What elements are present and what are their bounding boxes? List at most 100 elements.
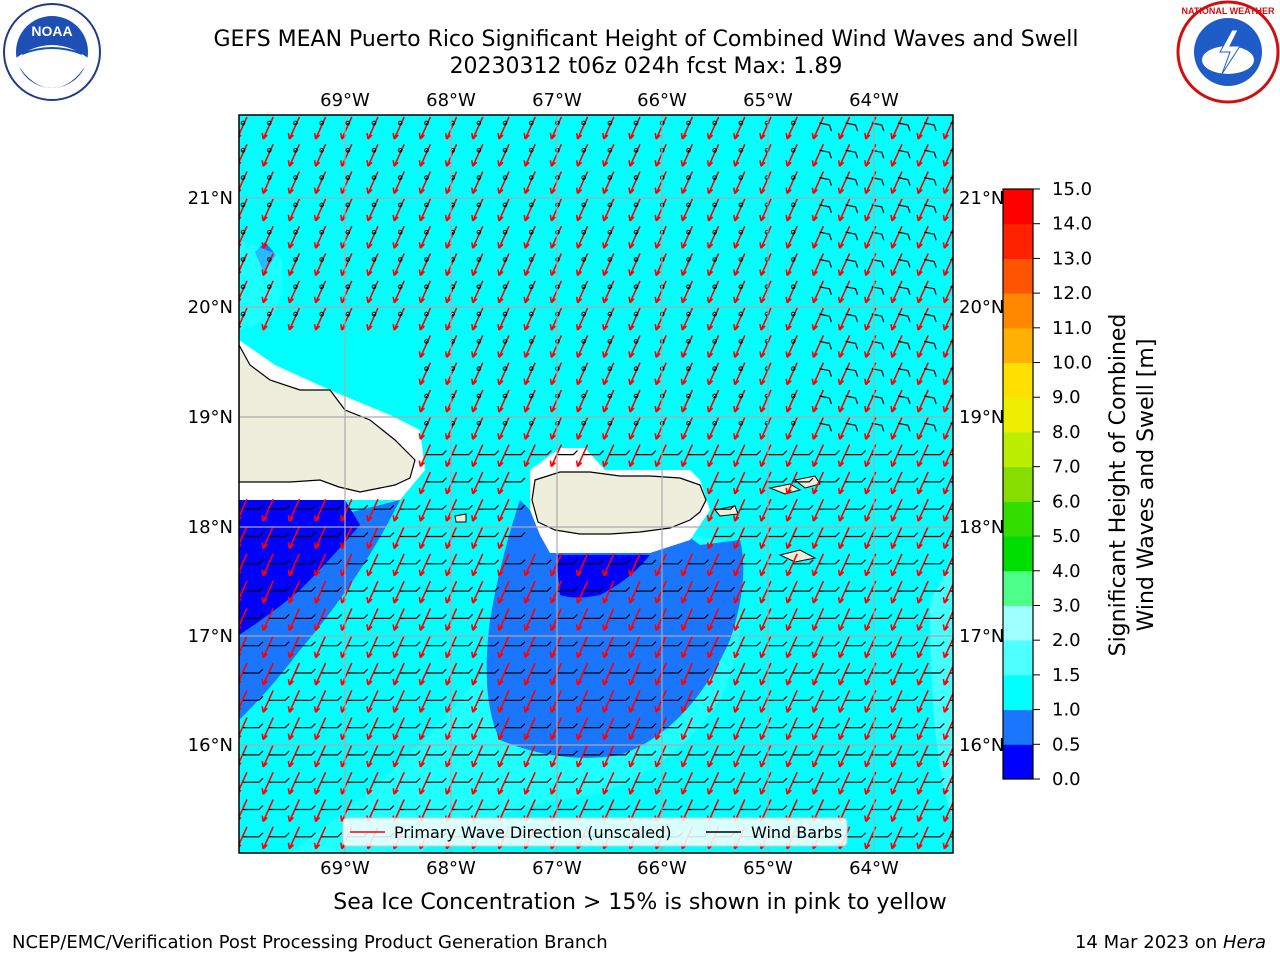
- wave-direction-arrow: [261, 553, 274, 577]
- wind-barb: [295, 504, 316, 510]
- wave-direction-arrow: [239, 580, 248, 603]
- wind-barb: [243, 668, 264, 674]
- wind-barb: [819, 641, 840, 647]
- wind-barb: [871, 777, 893, 783]
- wave-direction-arrow: [239, 498, 248, 521]
- wind-barb: [505, 586, 526, 592]
- calm-wind-circle: [528, 148, 534, 153]
- wave-direction-arrow: [811, 580, 825, 604]
- calm-wind-circle: [502, 366, 508, 372]
- wave-direction-arrow: [759, 471, 772, 495]
- wind-barb: [636, 450, 657, 456]
- wave-direction-arrow: [366, 171, 379, 195]
- wave-direction-arrow: [602, 635, 615, 659]
- calm-wind-circle: [764, 257, 770, 262]
- wind-barb: [636, 777, 657, 783]
- wind-barb: [347, 641, 369, 647]
- calm-wind-circle: [790, 120, 796, 126]
- wind-barb: [347, 668, 369, 674]
- wind-barb: [321, 695, 343, 701]
- wave-direction-arrow: [733, 225, 746, 249]
- wave-direction-arrow: [523, 171, 536, 195]
- calm-wind-circle: [345, 120, 351, 126]
- wind-barb: [243, 777, 264, 783]
- wave-direction-arrow: [418, 389, 432, 413]
- wind-barb: [321, 613, 343, 619]
- wind-barb: [924, 586, 945, 592]
- wave-direction-arrow: [313, 689, 327, 713]
- wind-barb: [845, 258, 859, 268]
- calm-wind-circle: [424, 202, 429, 208]
- wind-barb: [321, 723, 343, 729]
- wind-barb: [295, 777, 316, 783]
- wave-direction-arrow: [471, 689, 484, 713]
- wave-direction-arrow: [523, 744, 536, 768]
- wind-barb: [452, 668, 474, 674]
- chart-subtitle: 20230312 t06z 024h fcst Max: 1.89: [449, 54, 843, 79]
- wave-direction-arrow: [916, 225, 929, 249]
- wind-barb: [531, 723, 552, 729]
- calm-wind-circle: [528, 284, 534, 290]
- wind-barb: [871, 832, 893, 838]
- wave-direction-arrow: [392, 580, 405, 604]
- wind-barb: [557, 586, 578, 592]
- wave-direction-arrow: [916, 744, 929, 768]
- wave-direction-arrow: [811, 389, 825, 413]
- wave-direction-arrow: [628, 143, 641, 167]
- wave-direction-arrow: [785, 389, 798, 413]
- wind-barb: [609, 695, 631, 701]
- wave-direction-arrow: [759, 444, 772, 468]
- wave-direction-arrow: [785, 335, 798, 358]
- calm-wind-circle: [738, 393, 744, 399]
- wind-barb: [452, 586, 474, 592]
- calm-wind-circle: [633, 202, 639, 208]
- wind-barb: [295, 805, 316, 811]
- wave-direction-arrow: [654, 307, 667, 331]
- wind-barb: [269, 586, 290, 592]
- wave-direction-arrow: [811, 280, 825, 304]
- wind-barb: [583, 450, 605, 456]
- wave-direction-arrow: [239, 608, 248, 630]
- wind-barb: [845, 668, 867, 674]
- wave-direction-arrow: [733, 171, 746, 195]
- calm-wind-circle: [607, 257, 613, 262]
- wave-direction-arrow: [785, 608, 798, 631]
- wave-direction-arrow: [811, 498, 825, 522]
- wind-barb: [662, 586, 683, 592]
- wave-direction-arrow: [261, 717, 274, 741]
- calm-wind-circle: [738, 175, 744, 180]
- wind-barb: [583, 777, 605, 783]
- wave-direction-arrow: [602, 389, 615, 413]
- calm-wind-circle: [686, 120, 691, 126]
- calm-wind-circle: [607, 339, 613, 344]
- wave-direction-arrow: [239, 171, 248, 193]
- wind-barb: [793, 723, 814, 729]
- wind-barb: [897, 204, 911, 214]
- calm-wind-circle: [686, 393, 691, 399]
- colorbar-segment: [1003, 640, 1033, 676]
- wind-barb: [924, 504, 945, 510]
- calm-wind-circle: [581, 202, 586, 208]
- colorbar-segment: [1003, 258, 1033, 294]
- wave-direction-arrow: [706, 580, 720, 604]
- wind-barb: [426, 586, 447, 592]
- wave-direction-arrow: [471, 416, 484, 440]
- wave-direction-arrow: [785, 280, 798, 304]
- calm-wind-circle: [371, 257, 377, 262]
- wind-barb: [557, 613, 578, 619]
- wave-direction-arrow: [575, 143, 589, 167]
- wind-barb: [583, 613, 605, 619]
- wave-direction-arrow: [313, 580, 327, 604]
- calm-wind-circle: [345, 175, 351, 180]
- calm-wind-circle: [319, 257, 324, 262]
- calm-wind-circle: [293, 120, 298, 126]
- calm-wind-circle: [266, 202, 272, 208]
- wave-direction-arrow: [811, 362, 825, 386]
- calm-wind-circle: [790, 202, 796, 208]
- wind-barb: [583, 586, 605, 592]
- wave-direction-arrow: [733, 498, 746, 522]
- wind-barb: [845, 204, 859, 214]
- wind-barb: [505, 532, 526, 538]
- wave-direction-arrow: [733, 717, 746, 741]
- wave-direction-arrow: [575, 744, 589, 768]
